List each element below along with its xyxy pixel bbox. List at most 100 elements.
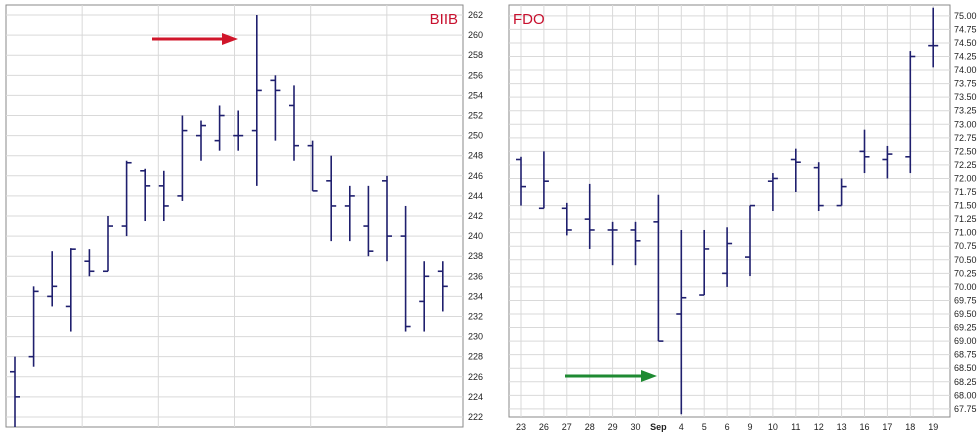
ohlc-bar bbox=[653, 194, 664, 342]
ohlc-bar bbox=[400, 205, 411, 332]
x-tick-label: 30 bbox=[630, 422, 640, 432]
ohlc-bar bbox=[140, 168, 151, 222]
x-tick-label: 26 bbox=[539, 422, 549, 432]
y-tick-label: 232 bbox=[468, 311, 483, 321]
y-tick-label: 68.50 bbox=[954, 363, 977, 373]
y-tick-label: 70.50 bbox=[954, 255, 977, 265]
ohlc-bar bbox=[419, 261, 430, 332]
y-tick-label: 238 bbox=[468, 251, 483, 261]
x-tick-label: 10 bbox=[768, 422, 778, 432]
y-tick-label: 71.25 bbox=[954, 214, 977, 224]
arrow-head-icon bbox=[222, 33, 238, 45]
y-tick-label: 75.00 bbox=[954, 11, 977, 21]
y-tick-label: 68.75 bbox=[954, 350, 977, 360]
ohlc-bar bbox=[363, 185, 374, 257]
x-tick-label: 17 bbox=[882, 422, 892, 432]
ohlc-bar bbox=[103, 216, 113, 273]
ohlc-bar bbox=[836, 178, 847, 207]
y-tick-label: 228 bbox=[468, 352, 483, 362]
ohlc-bar bbox=[177, 115, 188, 201]
ohlc-bar bbox=[630, 221, 641, 266]
ohlc-bar bbox=[745, 204, 755, 277]
ohlc-bar bbox=[214, 105, 225, 151]
fdo-grid bbox=[509, 5, 950, 417]
x-tick-label: 16 bbox=[859, 422, 869, 432]
ohlc-bar bbox=[676, 229, 687, 415]
y-tick-label: 72.00 bbox=[954, 173, 977, 183]
y-tick-label: 71.00 bbox=[954, 228, 977, 238]
y-tick-label: 230 bbox=[468, 332, 483, 342]
y-tick-label: 74.25 bbox=[954, 52, 977, 62]
ohlc-bar bbox=[158, 170, 169, 222]
ohlc-bar bbox=[790, 148, 801, 193]
y-tick-label: 248 bbox=[468, 151, 483, 161]
x-tick-label: 27 bbox=[562, 422, 572, 432]
y-tick-label: 74.75 bbox=[954, 24, 977, 34]
fdo-ohlc-bars bbox=[516, 7, 939, 415]
y-tick-label: 68.25 bbox=[954, 377, 977, 387]
arrow-head-icon bbox=[641, 370, 657, 382]
ohlc-bar bbox=[882, 145, 893, 179]
ohlc-bar bbox=[584, 183, 595, 249]
x-tick-label: 6 bbox=[725, 422, 730, 432]
ohlc-bar bbox=[699, 229, 710, 296]
y-tick-label: 70.00 bbox=[954, 282, 977, 292]
y-tick-label: 222 bbox=[468, 412, 483, 422]
y-tick-label: 74.00 bbox=[954, 65, 977, 75]
y-tick-label: 71.50 bbox=[954, 201, 977, 211]
x-tick-label: 13 bbox=[837, 422, 847, 432]
fdo-panel: 67.75 68.00 68.25 68.50 68.75 69.00 69.25 69.50… bbox=[508, 4, 977, 432]
x-tick-label: Sep bbox=[650, 422, 667, 432]
y-tick-label: 262 bbox=[468, 10, 483, 20]
ohlc-bar bbox=[84, 249, 95, 277]
biib-grid bbox=[6, 5, 463, 427]
fdo-annotation-arrow bbox=[565, 370, 657, 382]
ohlc-bar bbox=[28, 286, 39, 367]
biib-y-axis: 222 224 226 228 230 232 234 236 238 240 242 244 246 2… bbox=[468, 10, 483, 422]
ohlc-bar bbox=[289, 85, 299, 161]
y-tick-label: 224 bbox=[468, 392, 483, 402]
x-tick-label: 4 bbox=[679, 422, 684, 432]
ohlc-bar bbox=[65, 248, 76, 332]
ohlc-bar bbox=[767, 173, 778, 211]
fdo-y-axis: 67.75 68.00 68.25 68.50 68.75 69.00 69.25 69.50… bbox=[954, 11, 977, 414]
y-tick-label: 72.75 bbox=[954, 133, 977, 143]
y-tick-label: 69.50 bbox=[954, 309, 977, 319]
y-tick-label: 69.25 bbox=[954, 323, 977, 333]
biib-panel: 222 224 226 228 230 232 234 236 238 240 242 244 246 2… bbox=[5, 4, 483, 428]
biib-ohlc-bars bbox=[10, 15, 448, 427]
y-tick-label: 72.25 bbox=[954, 160, 977, 170]
x-tick-label: 28 bbox=[585, 422, 595, 432]
ohlc-bar bbox=[561, 202, 572, 236]
ohlc-bar bbox=[722, 227, 733, 287]
y-tick-label: 68.00 bbox=[954, 390, 977, 400]
y-tick-label: 254 bbox=[468, 90, 483, 100]
x-tick-label: 5 bbox=[702, 422, 707, 432]
y-tick-label: 74.50 bbox=[954, 38, 977, 48]
y-tick-label: 246 bbox=[468, 171, 483, 181]
y-tick-label: 70.75 bbox=[954, 241, 977, 251]
ohlc-bar bbox=[905, 51, 916, 174]
y-tick-label: 69.75 bbox=[954, 295, 977, 305]
fdo-plot-frame bbox=[508, 4, 951, 418]
x-tick-label: 11 bbox=[791, 422, 800, 432]
ohlc-bar bbox=[10, 356, 20, 427]
ohlc-bar bbox=[196, 120, 206, 161]
ohlc-bar bbox=[251, 15, 262, 186]
y-tick-label: 67.75 bbox=[954, 404, 977, 414]
x-tick-label: 9 bbox=[747, 422, 752, 432]
ohlc-bar bbox=[382, 175, 392, 262]
y-tick-label: 242 bbox=[468, 211, 483, 221]
y-tick-label: 71.75 bbox=[954, 187, 977, 197]
ohlc-bar bbox=[233, 110, 244, 151]
x-tick-label: 29 bbox=[608, 422, 618, 432]
fdo-chart-title: FDO bbox=[513, 11, 545, 28]
y-tick-label: 73.50 bbox=[954, 92, 977, 102]
biib-chart-title: BIIB bbox=[430, 11, 458, 28]
x-tick-label: 12 bbox=[814, 422, 824, 432]
ohlc-bar bbox=[516, 156, 526, 206]
x-tick-label: 23 bbox=[516, 422, 526, 432]
ohlc-bar bbox=[344, 185, 355, 242]
y-tick-label: 73.25 bbox=[954, 106, 977, 116]
